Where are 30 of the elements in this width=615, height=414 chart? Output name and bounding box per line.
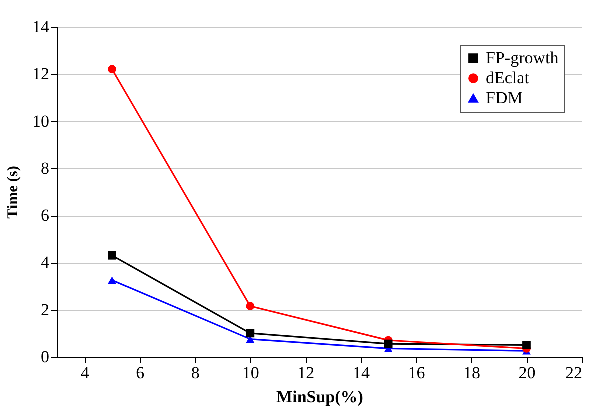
x-tick-label: 22: [566, 364, 582, 382]
y-tick-label: 2: [41, 300, 50, 320]
y-tick-label: 8: [41, 158, 50, 178]
point: [108, 251, 116, 260]
y-tick-label: 0: [41, 348, 50, 366]
y-tick-label: 12: [32, 64, 50, 84]
point: [108, 276, 116, 284]
x-axis-title: MinSup(%): [276, 388, 364, 406]
point: [246, 302, 255, 310]
point: [384, 340, 393, 348]
y-tick-label: 10: [32, 112, 50, 131]
x-tick-label: 16: [408, 364, 426, 382]
legend-label: FP-growth: [486, 48, 560, 68]
y-axis-title: Time (s): [6, 166, 22, 219]
legend-label: FDM: [486, 88, 523, 108]
point: [246, 329, 255, 338]
x-tick-label: 10: [242, 364, 260, 382]
x-tick-label: 18: [463, 364, 480, 382]
point: [522, 341, 531, 350]
x-tick-label: 20: [518, 364, 536, 382]
x-tick-label: 6: [136, 364, 145, 382]
point: [108, 65, 116, 74]
legend-label: dEclat: [486, 68, 530, 88]
x-tick-label: 14: [352, 364, 370, 382]
x-tick-label: 12: [298, 364, 315, 382]
x-tick-label: 8: [191, 364, 200, 382]
y-tick-label: 14: [32, 18, 50, 36]
x-tick-label: 4: [80, 364, 90, 382]
y-tick-label: 4: [41, 253, 50, 272]
y-tick-label: 6: [41, 206, 50, 226]
